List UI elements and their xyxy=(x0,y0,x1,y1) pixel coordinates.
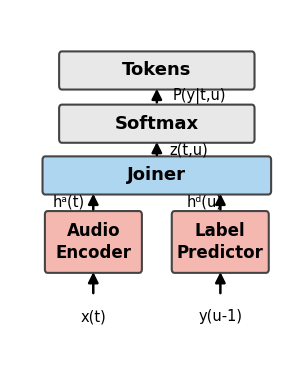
FancyBboxPatch shape xyxy=(43,156,271,195)
Text: x(t): x(t) xyxy=(80,309,106,324)
FancyBboxPatch shape xyxy=(172,211,269,273)
FancyBboxPatch shape xyxy=(59,51,255,89)
Text: hᵈ(u): hᵈ(u) xyxy=(186,195,222,210)
Text: Tokens: Tokens xyxy=(122,61,192,79)
Text: y(u-1): y(u-1) xyxy=(198,309,242,324)
FancyBboxPatch shape xyxy=(59,104,255,143)
Text: P(y|t,u): P(y|t,u) xyxy=(172,88,226,104)
Text: Joiner: Joiner xyxy=(127,166,186,184)
Text: z(t,u): z(t,u) xyxy=(170,143,209,158)
FancyBboxPatch shape xyxy=(45,211,142,273)
Text: hᵃ(t): hᵃ(t) xyxy=(53,195,84,210)
Text: Label
Predictor: Label Predictor xyxy=(177,222,264,262)
Text: Audio
Encoder: Audio Encoder xyxy=(55,222,131,262)
Text: Softmax: Softmax xyxy=(115,115,199,133)
